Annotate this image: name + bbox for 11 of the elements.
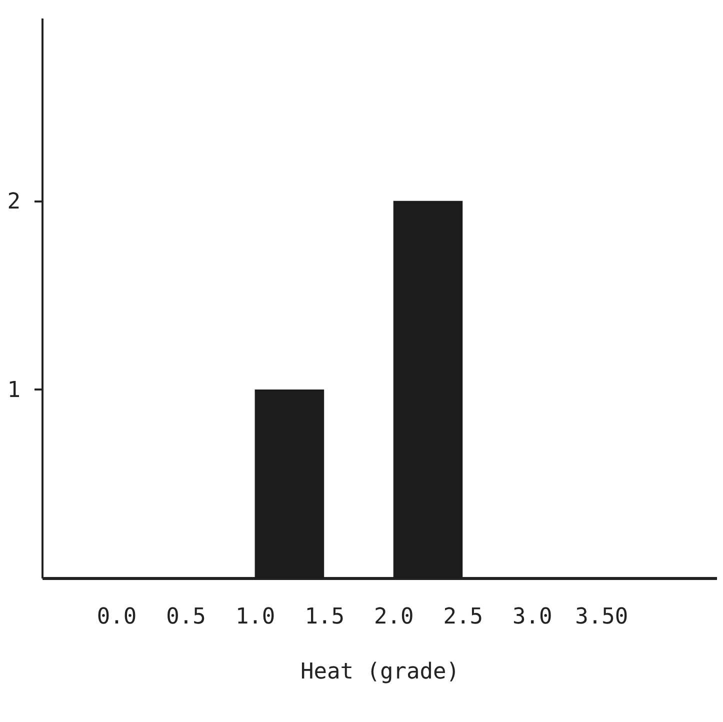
x-tick-label: 2.5 [443, 604, 483, 630]
x-tick-label: 2.0 [374, 604, 414, 630]
x-tick-label: 1.0 [235, 604, 276, 630]
y-tick-label: 2 [7, 189, 20, 214]
x-tick-label: 0.5 [166, 604, 206, 630]
x-tick-label: 1.5 [304, 604, 344, 630]
x-tick-label: 3.50 [575, 604, 628, 630]
x-axis-title: Heat (grade) [300, 660, 460, 684]
x-tick-label: 3.0 [512, 604, 552, 630]
y-tick-label: 1 [7, 378, 20, 403]
x-tick-label: 0.0 [96, 604, 137, 630]
